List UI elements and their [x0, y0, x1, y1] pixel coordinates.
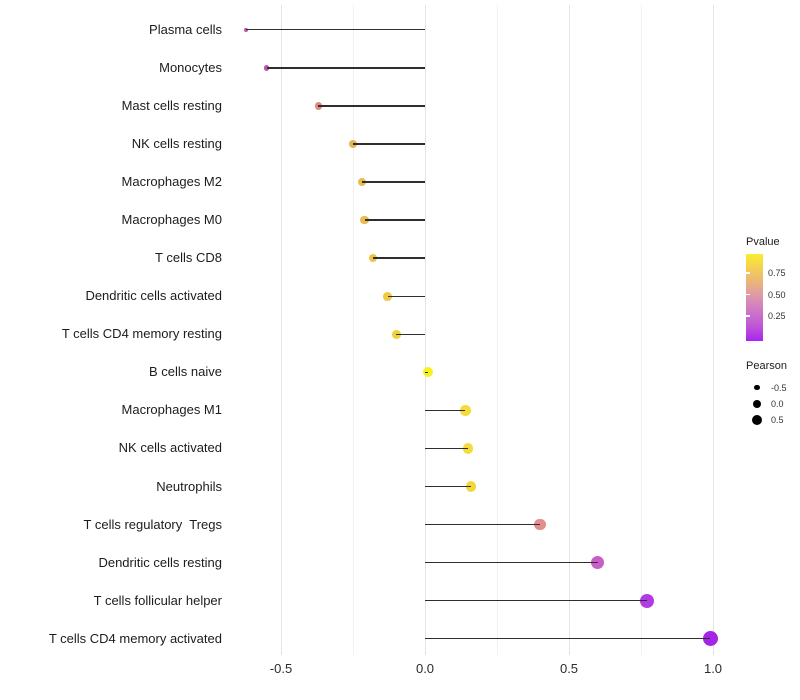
lollipop-dot: [422, 367, 433, 378]
pvalue-colorbar-tick: [746, 272, 750, 274]
pvalue-tick-label: 0.50: [768, 289, 786, 300]
row-label: Dendritic cells activated: [85, 288, 222, 304]
lollipop-stem: [425, 561, 598, 564]
pearson-size-label: 0.0: [771, 398, 784, 409]
major-gridline: [568, 5, 570, 655]
lollipop-stem: [353, 143, 425, 145]
row-label: Mast cells resting: [121, 97, 222, 113]
pearson-size-dot: [752, 414, 762, 425]
lollipop-stem: [373, 257, 425, 259]
minor-gridline: [640, 5, 642, 655]
major-gridline: [280, 5, 282, 655]
lollipop-stem: [425, 600, 647, 602]
lollipop-dot: [463, 443, 474, 454]
row-label: T cells CD4 memory resting: [61, 326, 222, 342]
pvalue-legend-title: Pvalue: [746, 236, 780, 248]
lollipop-stem: [364, 219, 425, 221]
lollipop-dot: [702, 631, 718, 647]
x-tick-label: 1.0: [703, 661, 723, 676]
lollipop-stem: [266, 67, 425, 69]
pearson-size-dot: [754, 384, 760, 391]
row-label: B cells naive: [149, 364, 222, 380]
row-label: T cells follicular helper: [93, 592, 222, 608]
pvalue-colorbar-tick: [746, 315, 750, 317]
pvalue-tick-label: 0.75: [768, 268, 786, 279]
lollipop-stem: [425, 447, 469, 450]
row-label: T cells CD8: [155, 250, 222, 266]
pearson-legend-title: Pearson: [746, 360, 787, 372]
lollipop-stem: [425, 409, 466, 412]
row-label: Macrophages M2: [121, 174, 222, 190]
lollipop-dot: [639, 593, 654, 608]
x-tick-label: 0.0: [415, 661, 435, 676]
row-label: Monocytes: [159, 59, 222, 75]
row-label: NK cells activated: [118, 440, 222, 456]
lollipop-stem: [425, 485, 472, 488]
lollipop-stem: [425, 371, 428, 374]
lollipop-stem: [318, 105, 425, 107]
lollipop-stem: [246, 29, 425, 31]
lollipop-dot: [534, 518, 546, 531]
lollipop-stem: [425, 523, 541, 526]
pvalue-colorbar: [746, 254, 763, 341]
pearson-size-label: -0.5: [771, 382, 787, 393]
minor-gridline: [352, 5, 354, 655]
pearson-size-dot: [753, 399, 761, 408]
row-label: T cells regulatory Tregs: [83, 516, 222, 532]
lollipop-dot: [314, 102, 323, 110]
row-label: Macrophages M0: [121, 212, 222, 228]
lollipop-stem: [361, 181, 425, 183]
lollipop-stem: [425, 638, 711, 640]
lollipop-stem: [387, 295, 425, 297]
lollipop-dot: [368, 253, 378, 263]
row-label: Plasma cells: [149, 21, 222, 37]
major-gridline: [712, 5, 714, 655]
lollipop-stem: [396, 333, 425, 335]
x-tick-label: -0.5: [269, 661, 293, 676]
pvalue-colorbar-tick: [746, 293, 750, 296]
minor-gridline: [496, 5, 498, 655]
lollipop-dot: [360, 216, 369, 225]
x-tick-label: 0.5: [559, 661, 579, 676]
row-label: Dendritic cells resting: [98, 554, 222, 570]
row-label: T cells CD4 memory activated: [48, 630, 222, 646]
pvalue-tick-label: 0.25: [768, 311, 786, 322]
major-gridline: [424, 5, 426, 655]
row-label: Macrophages M1: [121, 402, 222, 418]
row-label: Neutrophils: [156, 478, 222, 494]
lollipop-dot: [591, 556, 605, 570]
pearson-size-label: 0.5: [771, 414, 784, 425]
row-label: NK cells resting: [131, 135, 222, 151]
